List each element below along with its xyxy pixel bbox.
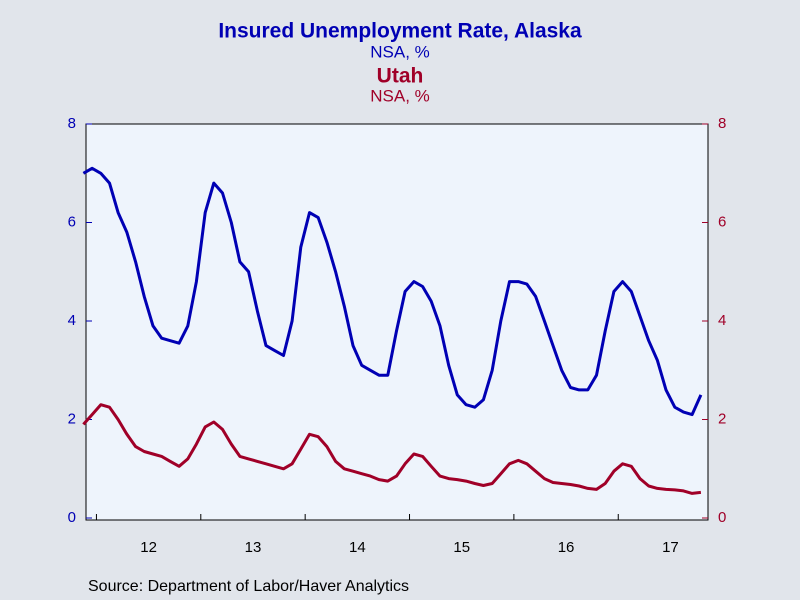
series-line (82, 166, 703, 417)
series-title: Utah (377, 65, 424, 88)
x-tick-label: 16 (558, 539, 575, 556)
x-tick-label: 17 (662, 539, 679, 556)
y-tick-label: 2 (68, 410, 76, 427)
y2-tick-label: 2 (718, 410, 726, 427)
series-line (82, 403, 702, 495)
y2-tick-label: 4 (718, 312, 726, 329)
x-tick-label: 13 (245, 539, 262, 556)
x-tick-label: 12 (140, 539, 157, 556)
y-tick-label: 6 (68, 213, 76, 230)
y-tick-label: 4 (68, 312, 76, 329)
source: Source: Department of Labor/Haver Analyt… (88, 578, 409, 595)
x-tick-label: 14 (349, 539, 366, 556)
x-tick-label: 15 (453, 539, 470, 556)
series-units: NSA, % (370, 42, 430, 61)
y2-tick-label: 8 (718, 115, 726, 132)
y-tick-label: 8 (68, 115, 76, 132)
series-title: Insured Unemployment Rate, Alaska (218, 20, 582, 43)
y2-tick-label: 0 (718, 509, 726, 526)
series-units: NSA, % (370, 86, 430, 105)
y2-tick-label: 6 (718, 213, 726, 230)
y-tick-label: 0 (68, 509, 76, 526)
